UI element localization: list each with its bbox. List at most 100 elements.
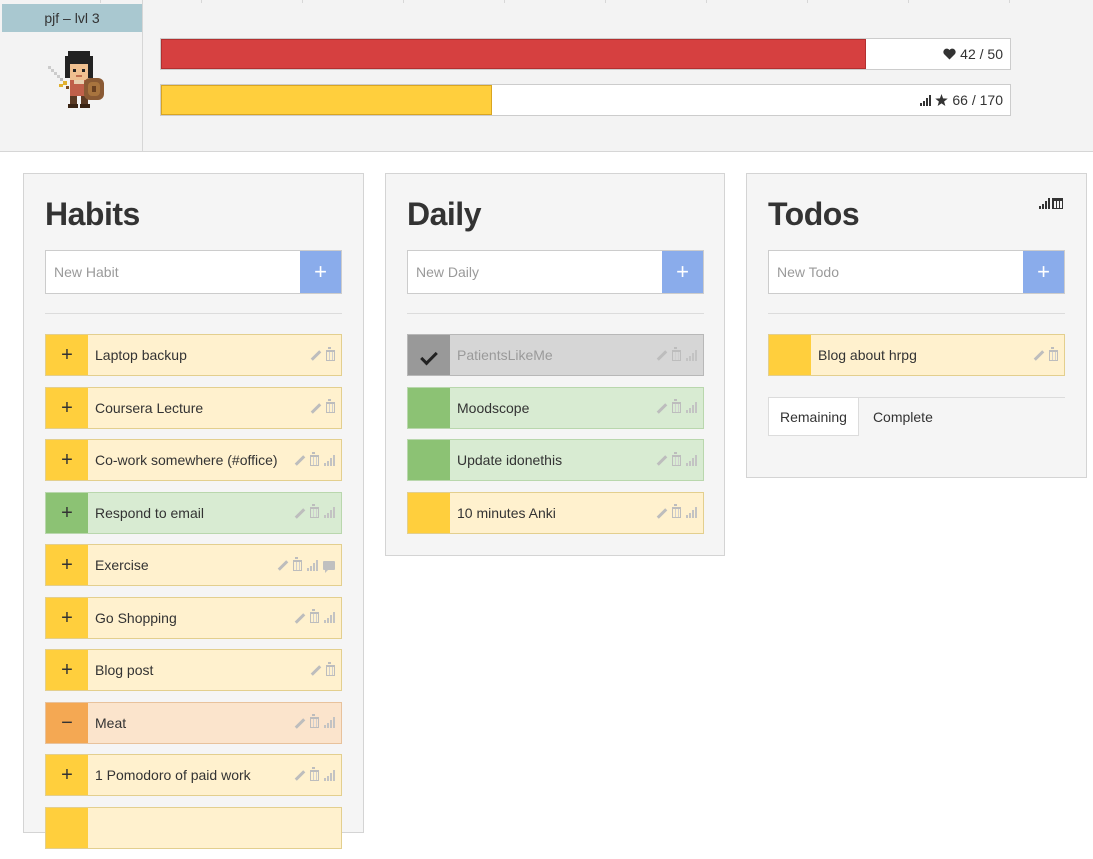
daily-checkbox[interactable] (408, 492, 450, 533)
avatar[interactable] (44, 46, 114, 112)
health-value: 42 / 50 (960, 46, 1003, 62)
signal-bars-icon[interactable] (686, 454, 697, 466)
add-todo-button[interactable]: + (1023, 251, 1064, 293)
task-actions (293, 703, 341, 743)
habit-row (45, 806, 342, 849)
trash-icon[interactable] (310, 504, 319, 518)
trash-icon[interactable] (672, 346, 681, 361)
header: pjf – lvl 3 (0, 0, 1093, 152)
habit-plus-button[interactable]: + (46, 597, 88, 638)
trash-icon[interactable] (310, 766, 319, 781)
pencil-icon[interactable] (655, 402, 667, 414)
trash-icon[interactable] (310, 714, 319, 728)
trash-icon[interactable] (1049, 346, 1058, 361)
pencil-icon[interactable] (655, 454, 667, 466)
pencil-icon[interactable] (1032, 349, 1044, 361)
habit-label[interactable]: 1 Pomodoro of paid work (95, 767, 251, 783)
pencil-icon[interactable] (655, 349, 667, 361)
habit-label[interactable] (88, 808, 341, 848)
trash-icon[interactable] (672, 399, 681, 413)
pencil-icon[interactable] (309, 402, 321, 414)
signal-bars-icon[interactable] (920, 94, 932, 106)
daily-label[interactable]: Update idonethis (457, 452, 563, 468)
pencil-icon[interactable] (293, 612, 305, 624)
daily-checkbox[interactable] (408, 440, 450, 480)
trash-icon[interactable] (293, 556, 302, 571)
trash-icon[interactable] (326, 399, 335, 413)
signal-bars-icon[interactable] (686, 349, 697, 361)
add-habit-button[interactable]: + (300, 251, 341, 293)
calendar-icon[interactable] (1052, 198, 1063, 209)
signal-bars-icon[interactable] (324, 612, 335, 623)
habit-label[interactable]: Respond to email (95, 504, 204, 521)
todos-header-icons (1039, 198, 1063, 209)
habit-row: + Blog post (45, 649, 342, 691)
habit-label[interactable]: Go Shopping (95, 609, 177, 626)
top-ruler (0, 0, 1093, 3)
signal-bars-icon[interactable] (324, 769, 335, 781)
habit-plus-button[interactable]: + (46, 440, 88, 480)
task-actions (655, 388, 703, 428)
signal-bars-icon[interactable] (324, 507, 335, 518)
habit-minus-button[interactable]: − (46, 702, 88, 743)
new-habit-input[interactable] (46, 251, 300, 293)
habit-plus-button[interactable]: + (46, 545, 88, 585)
pencil-icon[interactable] (293, 717, 305, 729)
signal-bars-icon[interactable] (324, 454, 335, 466)
habit-plus-button[interactable]: + (46, 492, 88, 533)
trash-icon[interactable] (672, 504, 681, 518)
name-level-tab[interactable]: pjf – lvl 3 (2, 4, 142, 32)
pencil-icon[interactable] (309, 664, 321, 676)
signal-bars-icon[interactable] (1039, 198, 1050, 209)
daily-label[interactable]: Moodscope (457, 399, 530, 416)
signal-bars-icon[interactable] (324, 717, 335, 728)
habit-list: + Laptop backup + Coursera Lecture + Co-work … (45, 334, 342, 859)
experience-bar-fill (161, 85, 493, 115)
habit-plus-button[interactable]: + (46, 387, 88, 428)
pencil-icon[interactable] (655, 507, 667, 519)
new-daily-input[interactable] (408, 251, 662, 293)
habit-label[interactable]: Coursera Lecture (95, 399, 204, 416)
habit-label[interactable]: Blog post (95, 662, 154, 678)
task-actions (293, 755, 341, 795)
habit-plus-button[interactable]: + (46, 335, 88, 375)
trash-icon[interactable] (310, 451, 319, 466)
daily-checkbox[interactable] (408, 335, 450, 375)
todo-label[interactable]: Blog about hrpg (818, 347, 917, 363)
habit-label[interactable]: Meat (95, 714, 127, 731)
new-todo-input[interactable] (769, 251, 1023, 293)
pencil-icon[interactable] (293, 507, 305, 519)
habit-plus-button[interactable] (46, 807, 88, 848)
task-actions (309, 650, 341, 690)
tab-remaining[interactable]: Remaining (768, 398, 859, 436)
task-actions (293, 440, 341, 480)
habit-plus-button[interactable]: + (46, 755, 88, 795)
tab-complete[interactable]: Complete (872, 409, 933, 425)
habit-label[interactable]: Co-work somewhere (#office) (95, 452, 278, 468)
pencil-icon[interactable] (276, 559, 288, 571)
trash-icon[interactable] (310, 609, 319, 623)
trash-icon[interactable] (672, 451, 681, 466)
experience-bar: 66 / 170 (160, 84, 1011, 116)
trash-icon[interactable] (326, 661, 335, 676)
pencil-icon[interactable] (293, 769, 305, 781)
todos-column: Todos + Blog about hrpg Remaining Comple… (746, 173, 1087, 478)
habit-label[interactable]: Exercise (95, 557, 149, 573)
habit-plus-button[interactable]: + (46, 650, 88, 690)
habit-row: + Go Shopping (45, 596, 342, 639)
add-daily-button[interactable]: + (662, 251, 703, 293)
pencil-icon[interactable] (309, 349, 321, 361)
habit-label[interactable]: Laptop backup (95, 347, 187, 363)
habit-row: + Coursera Lecture (45, 386, 342, 429)
daily-checkbox[interactable] (408, 387, 450, 428)
signal-bars-icon[interactable] (686, 402, 697, 413)
daily-label[interactable]: 10 minutes Anki (457, 504, 556, 521)
daily-label[interactable]: PatientsLikeMe (457, 347, 553, 363)
comment-icon[interactable] (323, 560, 335, 573)
trash-icon[interactable] (326, 346, 335, 361)
todos-title: Todos (768, 196, 860, 232)
pencil-icon[interactable] (293, 454, 305, 466)
signal-bars-icon[interactable] (307, 559, 318, 571)
signal-bars-icon[interactable] (686, 507, 697, 518)
todo-checkbox[interactable] (769, 335, 811, 375)
